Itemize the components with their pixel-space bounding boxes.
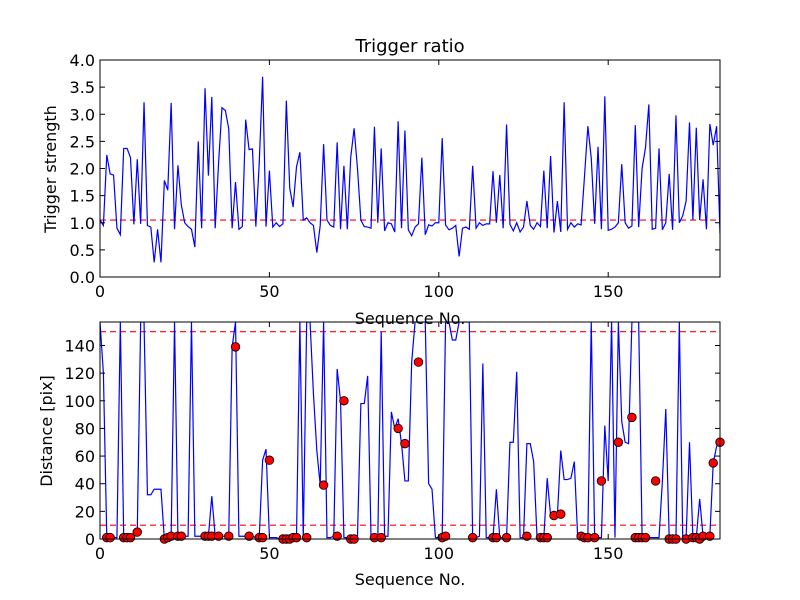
data-point-marker — [224, 531, 234, 541]
y-axis-label: Distance [pix] — [37, 375, 56, 487]
data-point-marker — [332, 531, 342, 541]
data-point-marker — [589, 532, 600, 543]
data-point-marker — [640, 532, 651, 543]
data-point-marker — [400, 438, 410, 449]
data-point-marker — [213, 531, 224, 541]
data-point-marker — [522, 531, 532, 541]
data-point-marker — [257, 532, 268, 543]
x-tick-label: 50 — [259, 544, 279, 563]
x-tick-label: 150 — [593, 282, 624, 301]
data-point-marker — [650, 476, 661, 486]
y-tick-label: 4.0 — [70, 51, 95, 70]
y-tick-label: 3.5 — [70, 78, 95, 97]
data-point-marker — [596, 476, 607, 486]
distance-panel: Distance [pix] Sequence No. 0 50 100 150 0 20… — [37, 321, 725, 589]
x-tick-label: 50 — [259, 282, 279, 301]
data-point-marker — [708, 458, 718, 468]
plot-area: 0 50 100 150 0.0 0.5 1.0 1.5 2.0 2.5 3.0 3.5 4.0 — [70, 51, 720, 301]
data-point-marker — [440, 531, 451, 541]
data-point-marker — [301, 532, 312, 543]
data-point-marker — [230, 342, 241, 352]
data-point-marker — [413, 357, 424, 367]
y-tick-label: 2.0 — [70, 160, 95, 179]
y-tick-label: 140 — [64, 336, 95, 355]
x-tick-label: 100 — [424, 544, 455, 563]
series-line — [100, 76, 720, 263]
y-tick-label: 1.5 — [70, 187, 95, 206]
data-point-marker — [376, 532, 386, 543]
data-point-marker — [264, 455, 275, 465]
data-point-marker — [613, 437, 624, 447]
data-point-marker — [491, 532, 502, 543]
data-point-marker — [125, 532, 136, 543]
y-tick-label: 0.0 — [70, 268, 95, 287]
y-tick-label: 2.5 — [70, 132, 95, 151]
y-tick-label: 20 — [75, 502, 95, 521]
data-point-marker — [705, 531, 715, 541]
x-tick-label: 0 — [95, 282, 105, 301]
data-point-marker — [467, 532, 478, 543]
data-point-marker — [556, 509, 566, 519]
trigger-ratio-panel: Trigger ratio Trigger strength Sequence … — [41, 36, 721, 328]
y-tick-label: 0.5 — [70, 241, 95, 260]
y-axis-label: Trigger strength — [41, 105, 60, 234]
y-tick-label: 80 — [75, 419, 95, 438]
y-tick-label: 100 — [64, 392, 95, 411]
data-point-marker — [501, 532, 512, 543]
x-axis-label: Sequence No. — [355, 309, 466, 328]
y-tick-label: 60 — [75, 447, 95, 466]
chart-title: Trigger ratio — [354, 36, 464, 57]
plot-layer — [100, 76, 720, 263]
data-point-marker — [176, 531, 187, 541]
data-point-marker — [627, 412, 637, 423]
data-point-marker — [244, 531, 254, 541]
x-tick-label: 0 — [95, 544, 105, 563]
axes-frame — [99, 321, 721, 540]
data-point-marker — [542, 532, 552, 543]
x-axis-label: Sequence No. — [355, 570, 466, 589]
y-tick-label: 1.0 — [70, 214, 95, 233]
data-point-marker — [393, 423, 403, 434]
y-tick-label: 40 — [75, 475, 95, 494]
y-tick-label: 0 — [85, 530, 95, 549]
data-point-marker — [291, 532, 302, 543]
data-point-marker — [132, 527, 142, 537]
x-tick-label: 100 — [424, 282, 455, 301]
data-point-marker — [105, 532, 115, 543]
data-point-marker — [339, 396, 349, 406]
y-tick-label: 3.0 — [70, 105, 95, 124]
data-point-marker — [318, 480, 329, 490]
y-tick-label: 120 — [64, 364, 95, 383]
axes-frame — [99, 59, 721, 278]
x-tick-label: 150 — [593, 544, 624, 563]
